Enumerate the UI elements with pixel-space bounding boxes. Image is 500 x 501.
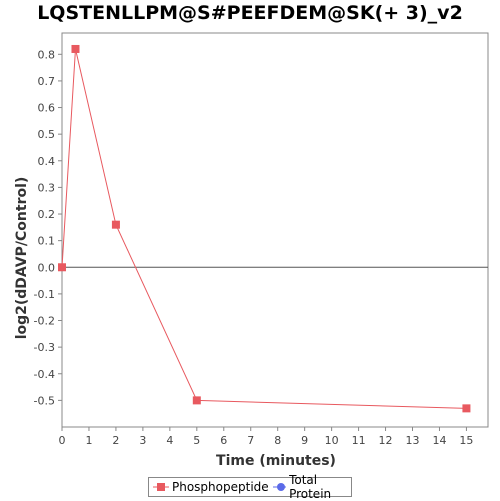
x-tick-label: 14 <box>432 434 446 447</box>
legend-marker-square-icon <box>153 483 169 491</box>
x-tick-label: 0 <box>59 434 66 447</box>
x-axis-label: Time (minutes) <box>216 453 336 469</box>
x-tick-label: 12 <box>379 434 393 447</box>
x-tick-label: 2 <box>112 434 119 447</box>
x-tick-label: 8 <box>274 434 281 447</box>
y-tick-label: 0.2 <box>38 208 56 221</box>
x-tick-label: 13 <box>406 434 420 447</box>
plot-frame <box>61 32 489 428</box>
legend-marker-circle-icon <box>272 483 287 491</box>
legend-label-phosphopeptide: Phosphopeptide <box>172 480 269 494</box>
x-tick-label: 5 <box>193 434 200 447</box>
data-point <box>71 44 80 53</box>
x-tick-label: 4 <box>166 434 173 447</box>
x-tick-label: 3 <box>139 434 146 447</box>
y-tick-label: -0.5 <box>34 394 55 407</box>
y-tick-label: 0.1 <box>38 235 56 248</box>
y-tick-label: 0.3 <box>38 181 56 194</box>
data-point <box>111 220 120 229</box>
y-tick-label: 0.5 <box>38 128 56 141</box>
x-tick-label: 11 <box>352 434 366 447</box>
y-tick-label: -0.3 <box>34 341 55 354</box>
y-tick-label: -0.4 <box>34 368 55 381</box>
legend: Phosphopeptide Total Protein <box>148 473 352 501</box>
x-tick-label: 10 <box>325 434 339 447</box>
chart-title: LQSTENLLPM@S#PEEFDEM@SK(+ 3)_v2 <box>37 2 463 24</box>
y-tick-label: 0.0 <box>38 261 56 274</box>
data-point <box>192 396 201 405</box>
x-tick-label: 6 <box>220 434 227 447</box>
data-point <box>462 404 471 413</box>
x-tick-label: 1 <box>85 434 92 447</box>
data-point <box>58 263 66 272</box>
legend-item-phosphopeptide: Phosphopeptide <box>153 480 269 494</box>
x-tick-label: 9 <box>301 434 308 447</box>
y-tick-label: -0.2 <box>34 315 55 328</box>
legend-item-total-protein: Total Protein <box>272 473 351 501</box>
y-tick-label: 0.6 <box>38 102 56 115</box>
y-tick-label: -0.1 <box>34 288 55 301</box>
y-tick-label: 0.8 <box>38 48 56 61</box>
x-tick-label: 15 <box>459 434 473 447</box>
legend-label-total-protein: Total Protein <box>289 473 332 501</box>
y-tick-label: 0.7 <box>38 75 56 88</box>
y-tick-label: 0.4 <box>38 155 56 168</box>
x-tick-label: 7 <box>247 434 254 447</box>
